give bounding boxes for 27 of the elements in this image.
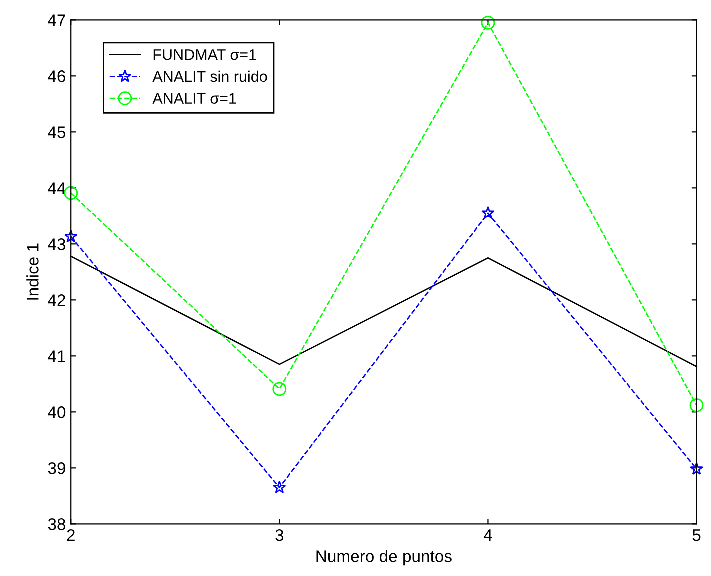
y-tick-label: 43	[48, 238, 66, 250]
x-tick-label: 3	[276, 529, 284, 542]
y-tick-label: 41	[48, 350, 66, 362]
point	[64, 186, 78, 200]
legend-label: ANALIT sin ruido	[152, 70, 268, 82]
point	[482, 206, 495, 220]
y-tick-label: 44	[48, 182, 66, 194]
x-tick-label: 4	[484, 530, 492, 542]
x-tick-label: 5	[692, 530, 701, 542]
y-tick-label: 40	[48, 406, 66, 418]
point	[690, 462, 704, 476]
point	[272, 382, 287, 396]
y-tick-label: 45	[48, 126, 66, 138]
legend-label: FUNDMAT σ=1	[154, 50, 256, 60]
y-tick-label: 47	[48, 14, 66, 26]
y-tick-label: 46	[48, 70, 66, 82]
point	[273, 480, 286, 494]
y-axis-title: Indice 1	[26, 244, 39, 300]
point	[690, 398, 704, 412]
point	[481, 16, 496, 30]
point	[64, 230, 78, 243]
x-tick-label: 2	[67, 529, 75, 542]
y-tick-label: 39	[48, 462, 66, 474]
legend-label: ANALIT σ=1	[152, 93, 236, 104]
x-axis-title: Numero de puntos	[316, 550, 452, 566]
y-tick-label: 38	[48, 518, 66, 530]
y-tick-label: 42	[48, 294, 66, 306]
